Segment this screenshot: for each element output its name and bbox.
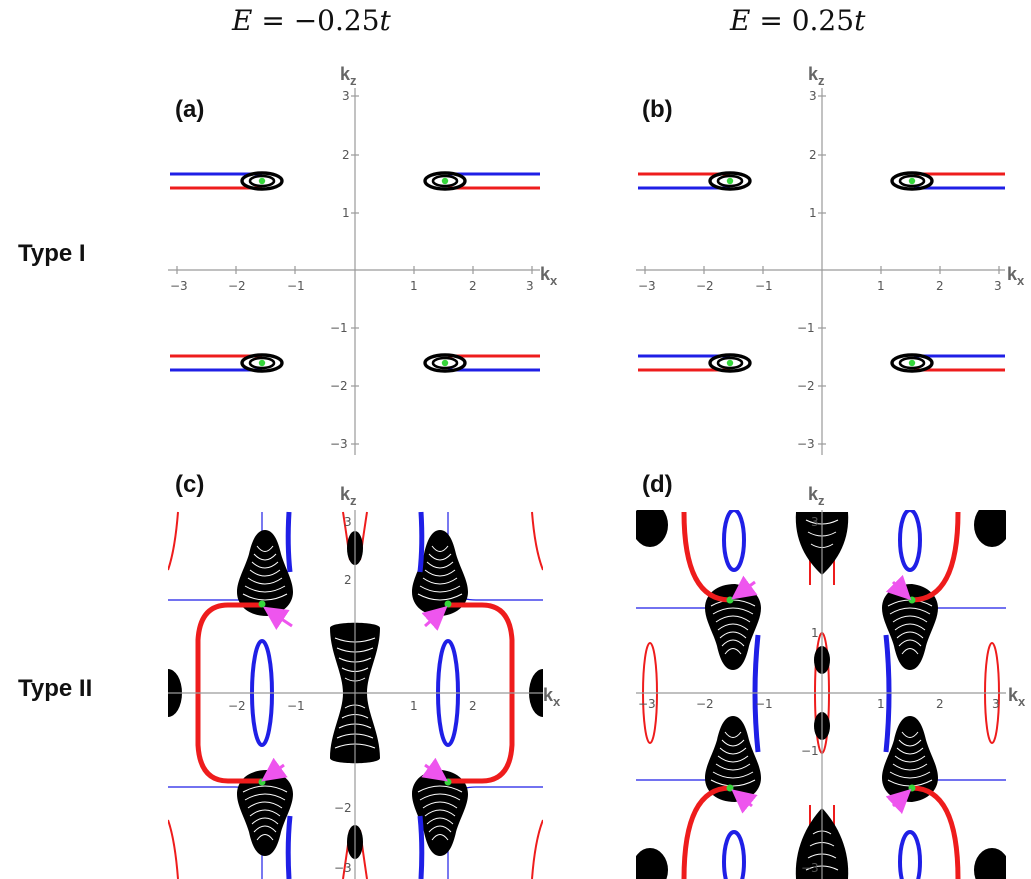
electron-pocket [423, 171, 467, 191]
electron-pocket [708, 353, 752, 373]
electron-pocket [423, 353, 467, 373]
tick-label: 1 [811, 626, 819, 640]
hole-pocket [636, 848, 668, 879]
panel-label-b: (b) [642, 96, 673, 123]
tick-label: −1 [801, 744, 819, 758]
x-ticks: −3 −2 −1 1 2 3 [638, 266, 1002, 293]
tick-label: −2 [228, 279, 246, 293]
panel-label-c: (c) [175, 471, 205, 498]
tick-label: −3 [334, 861, 352, 875]
tick-label: −3 [638, 279, 656, 293]
hole-pocket [974, 848, 1006, 879]
tick-label: −1 [755, 279, 773, 293]
electron-pocket [708, 171, 752, 191]
hole-pocket [974, 510, 1006, 547]
electron-pocket [890, 353, 934, 373]
panel-d: −3 −2 −1 1 2 3 3 1 −1 −3 [636, 510, 1006, 879]
blue-oval [722, 510, 922, 879]
tick-label: −2 [334, 801, 352, 815]
tick-label: 2 [342, 148, 350, 162]
z-ticks: 3 2 1 −1 −2 −3 [797, 89, 826, 451]
tick-label: −2 [696, 279, 714, 293]
weyl-nodes [258, 600, 452, 786]
panel-label-a: (a) [175, 96, 205, 123]
hole-pocket [636, 510, 668, 547]
tick-label: 3 [992, 697, 1000, 711]
tick-label: 1 [877, 697, 885, 711]
tick-label: 3 [994, 279, 1002, 293]
tick-label: −3 [801, 861, 819, 875]
tick-label: 1 [410, 279, 418, 293]
tick-label: 2 [936, 697, 944, 711]
thick-red-contours [681, 511, 961, 879]
tick-label: −3 [797, 437, 815, 451]
tick-label: 2 [809, 148, 817, 162]
z-ticks: 3 2 1 −1 −2 −3 [330, 89, 359, 451]
tick-label: −2 [330, 379, 348, 393]
tick-label: −1 [755, 697, 773, 711]
column-header-left: E = −0.25t [232, 4, 391, 37]
kx-label: kx [540, 264, 558, 288]
tick-label: −3 [330, 437, 348, 451]
kx-label: kx [543, 685, 561, 709]
tick-label: 3 [811, 515, 819, 529]
row-label-type-1: Type I [18, 240, 86, 267]
electron-pocket [240, 353, 284, 373]
kz-label: kz [808, 64, 825, 88]
tick-label: −3 [638, 697, 656, 711]
tick-labels: −3 −2 −1 1 2 3 3 1 −1 −3 [638, 515, 1000, 875]
thick-blue-contours [285, 511, 425, 879]
tick-label: −1 [287, 279, 305, 293]
kx-label: kx [1008, 685, 1026, 709]
tick-label: −2 [797, 379, 815, 393]
tick-label: 3 [344, 515, 352, 529]
tick-label: −2 [228, 699, 246, 713]
kx-label: kx [1007, 264, 1025, 288]
tick-labels: −2 −1 1 2 3 2 −2 −3 [228, 515, 477, 875]
tick-label: 2 [469, 279, 477, 293]
tick-label: 2 [344, 573, 352, 587]
kz-label: kz [808, 484, 825, 508]
tick-label: 3 [809, 89, 817, 103]
node-arrows [261, 606, 448, 782]
electron-pocket [890, 171, 934, 191]
kz-label: kz [340, 64, 357, 88]
tick-label: −1 [287, 699, 305, 713]
column-header-right: E = 0.25t [730, 4, 866, 37]
electron-pocket [240, 171, 284, 191]
node-arrows [731, 574, 912, 815]
tick-label: 3 [526, 279, 534, 293]
tick-label: 2 [469, 699, 477, 713]
x-ticks: −3 −2 −1 1 2 3 [170, 266, 534, 293]
tick-label: 1 [342, 206, 350, 220]
row-label-type-2: Type II [18, 675, 93, 702]
kz-label: kz [340, 484, 357, 508]
tick-label: 1 [809, 206, 817, 220]
panel-c: −2 −1 1 2 3 2 −2 −3 [168, 510, 543, 879]
tick-label: 1 [877, 279, 885, 293]
tick-label: −1 [797, 321, 815, 335]
tick-label: −3 [170, 279, 188, 293]
panel-b: −3 −2 −1 1 2 3 3 2 1 −1 −2 −3 kx kz [636, 64, 1025, 455]
panel-label-d: (d) [642, 471, 673, 498]
tick-label: 2 [936, 279, 944, 293]
panel-a: −3 −2 −1 1 2 3 3 2 1 −1 −2 −3 kx kz [168, 64, 558, 455]
tick-label: −1 [330, 321, 348, 335]
tick-label: 1 [410, 699, 418, 713]
tick-label: 3 [342, 89, 350, 103]
red-edge-contours [168, 511, 543, 879]
tick-label: −2 [696, 697, 714, 711]
